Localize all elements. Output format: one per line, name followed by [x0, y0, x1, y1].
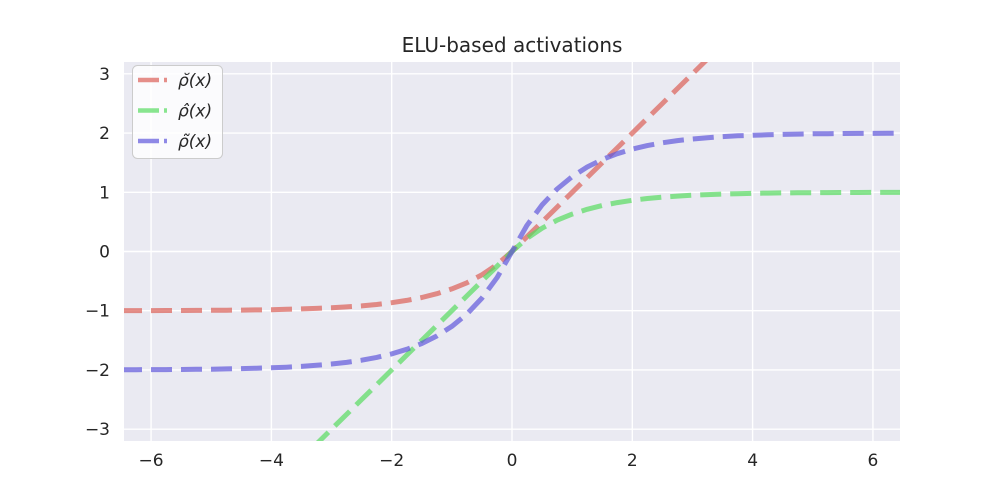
x-tick-label: 4 — [747, 451, 758, 471]
x-tick-label: −6 — [139, 451, 164, 471]
legend-entry: ρ̃(x) — [138, 132, 212, 152]
x-tick-label: 0 — [507, 451, 518, 471]
legend-label: ρ̂(x) — [178, 102, 212, 122]
y-tick-label: −3 — [85, 420, 110, 440]
y-tick-label: 2 — [99, 124, 110, 144]
legend-entry: ρ̂(x) — [138, 102, 212, 122]
y-tick-label: −2 — [85, 361, 110, 381]
y-tick-label: −1 — [85, 302, 110, 322]
y-tick-label: 0 — [99, 243, 110, 263]
x-tick-label: −2 — [379, 451, 404, 471]
x-tick-label: 2 — [627, 451, 638, 471]
y-tick-label: 3 — [99, 65, 110, 85]
x-tick-label: 6 — [868, 451, 879, 471]
y-tick-label: 1 — [99, 183, 110, 203]
chart-title: ELU-based activations — [402, 33, 623, 57]
legend-box — [132, 65, 223, 159]
legend-entry: ρ̆(x) — [138, 71, 212, 91]
legend-label: ρ̃(x) — [178, 132, 212, 152]
x-tick-label: −4 — [259, 451, 284, 471]
series-lines — [124, 62, 900, 441]
x-axis-tick-labels: −6 −4 −2 0 2 4 6 — [139, 451, 879, 471]
legend-label: ρ̆(x) — [178, 71, 212, 91]
legend: ρ̆(x) ρ̂(x) ρ̃(x) — [132, 65, 223, 159]
series-curve-2 — [124, 130, 900, 373]
y-axis-tick-labels: −3 −2 −1 0 1 2 3 — [85, 65, 110, 440]
